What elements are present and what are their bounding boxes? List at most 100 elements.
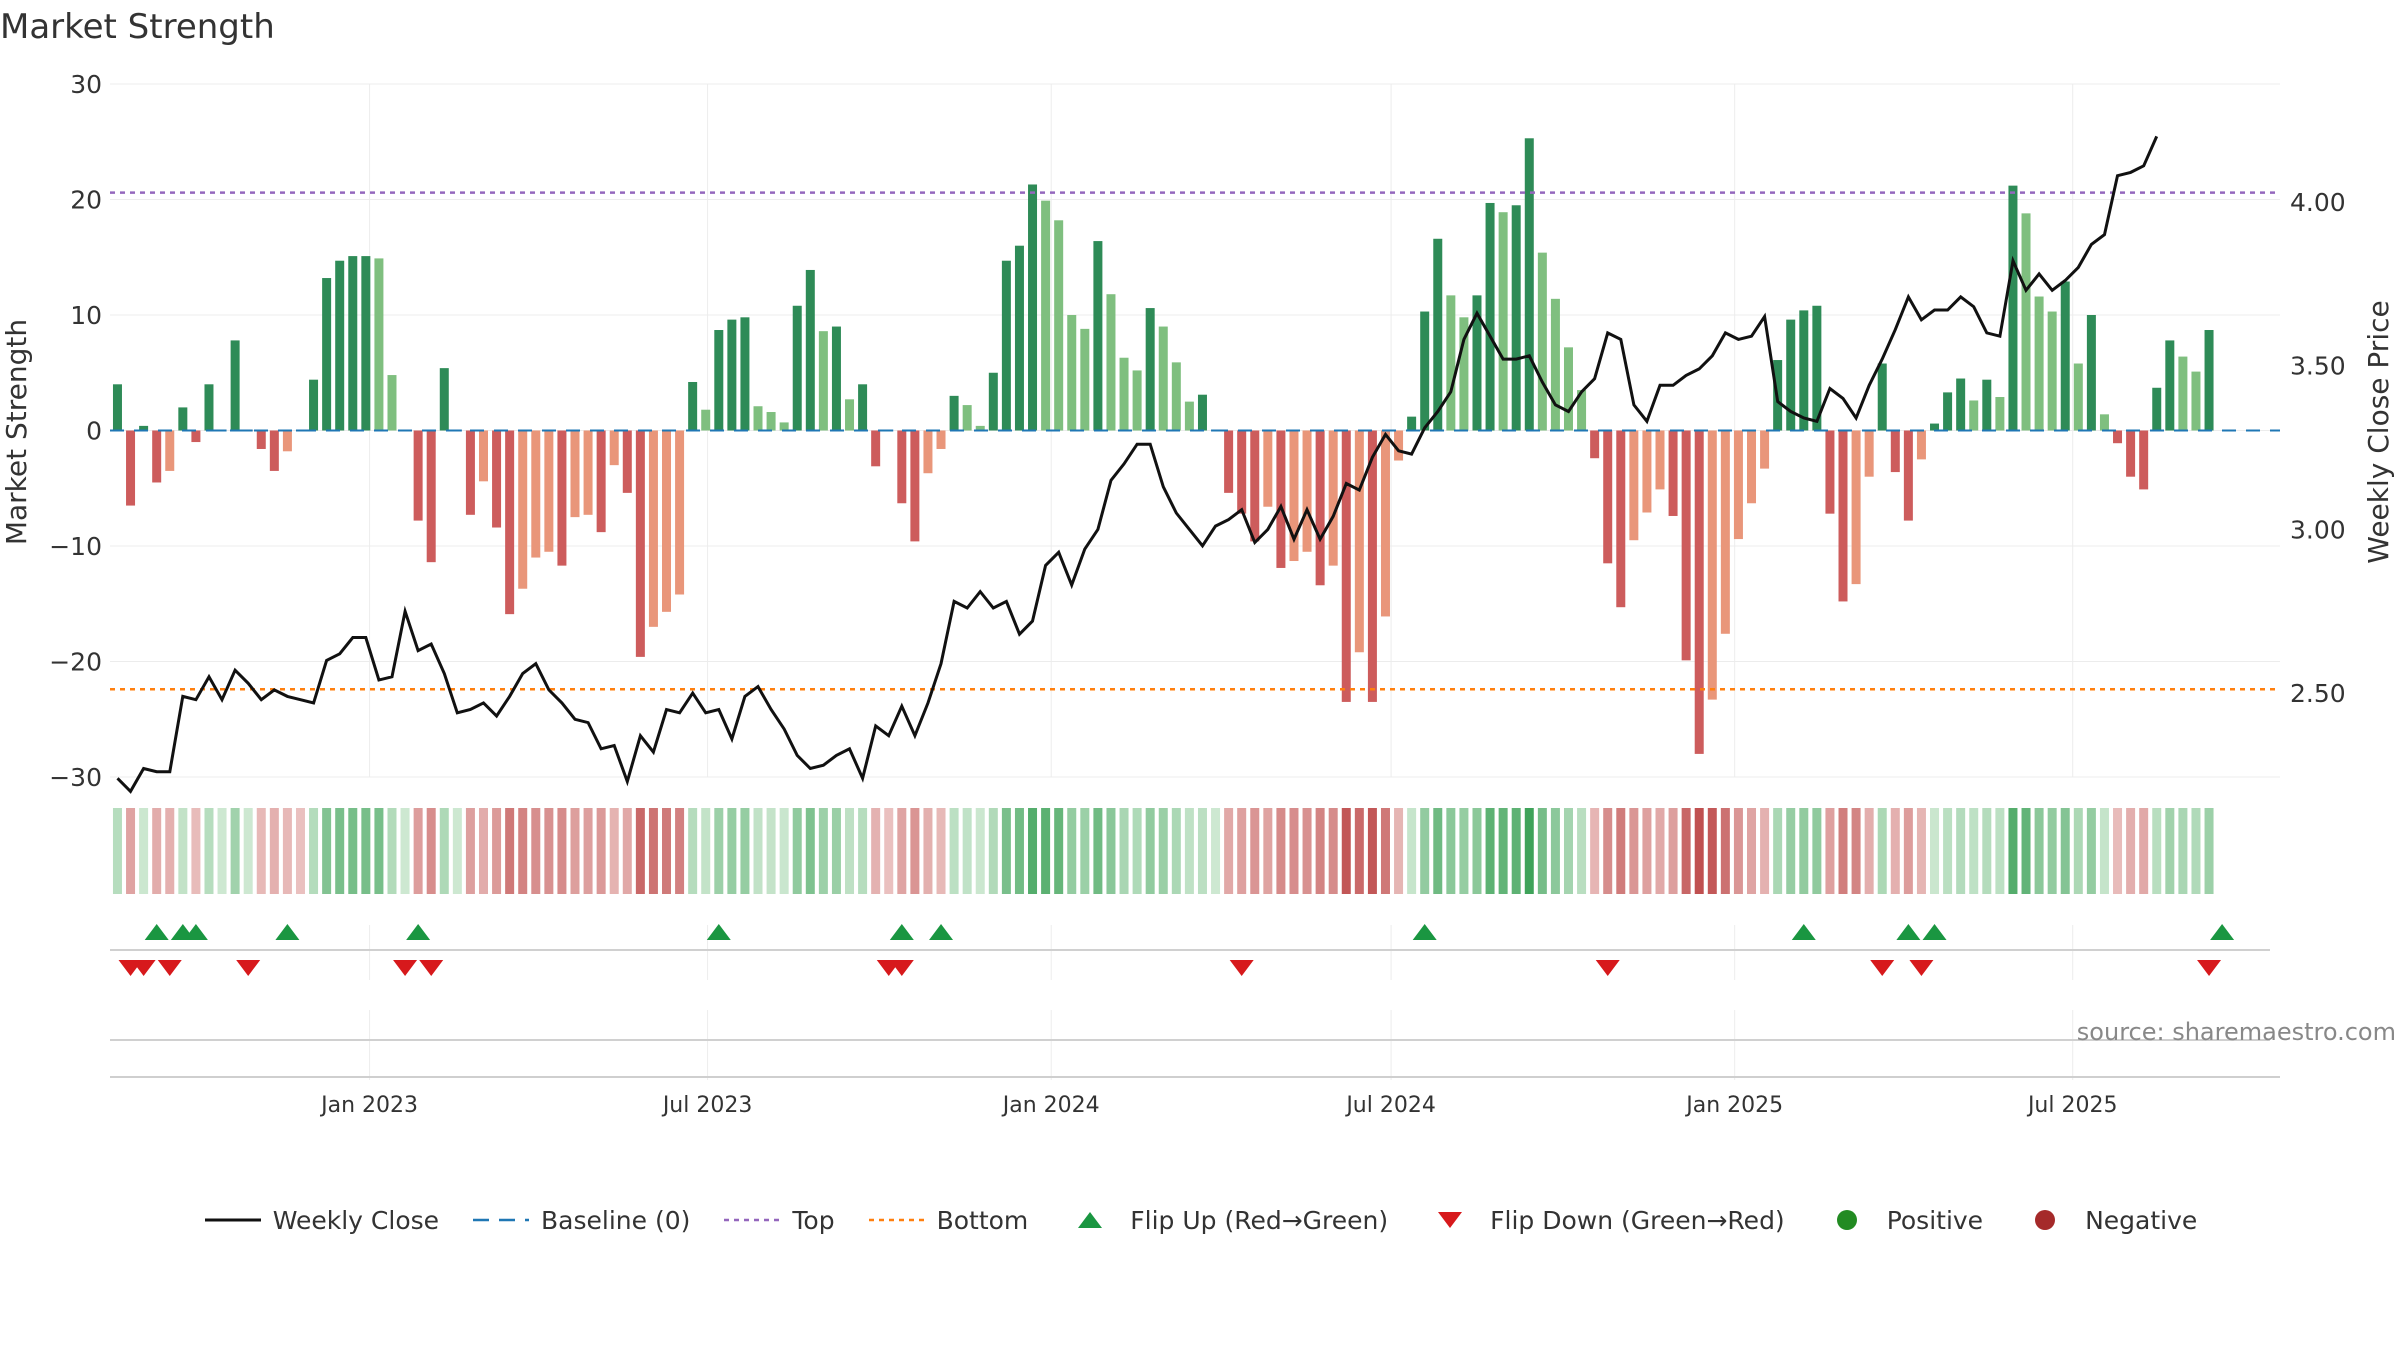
flip-down-marker — [1870, 960, 1895, 976]
strength-bar — [1106, 294, 1116, 431]
heat-cell — [1655, 808, 1665, 894]
heat-cell — [1472, 808, 1482, 894]
strength-bar — [1864, 430, 1874, 477]
strength-bar — [1289, 430, 1299, 562]
strength-bar — [1851, 430, 1861, 585]
heat-cell — [335, 808, 345, 894]
heat-cell — [583, 808, 593, 894]
strength-bar — [1119, 357, 1129, 431]
heat-cell — [858, 808, 868, 894]
strength-bar — [1407, 416, 1417, 431]
heat-cell — [1916, 808, 1926, 894]
flip-up-marker — [929, 924, 954, 940]
strength-bar — [2126, 430, 2136, 477]
heat-cell — [2086, 808, 2096, 894]
legend-item-positive: Positive — [1817, 1206, 1983, 1235]
heat-cell — [243, 808, 253, 894]
heat-cell — [1943, 808, 1953, 894]
heat-cell — [1903, 808, 1913, 894]
strength-bar — [792, 305, 802, 431]
heat-cell — [1747, 808, 1757, 894]
heat-cell — [1145, 808, 1155, 894]
strength-bar — [1341, 430, 1351, 702]
strength-bar — [492, 430, 502, 528]
strength-bar — [439, 368, 449, 431]
strength-bar — [2178, 356, 2188, 431]
heat-cell — [413, 808, 423, 894]
heat-cell — [1707, 808, 1717, 894]
y-tick-label: 30 — [70, 70, 102, 99]
strength-bar — [309, 379, 319, 431]
strength-bar — [1720, 430, 1730, 634]
flip-down-marker — [393, 960, 418, 976]
strength-bar — [1485, 202, 1495, 431]
flip-up-marker — [144, 924, 169, 940]
heat-cell — [2099, 808, 2109, 894]
y2-tick-label: 4.00 — [2290, 188, 2346, 217]
strength-bar — [831, 326, 841, 431]
heat-cell — [1694, 808, 1704, 894]
strength-bar — [1041, 200, 1051, 431]
heat-cell — [387, 808, 397, 894]
heat-cell — [1446, 808, 1456, 894]
heat-cell — [1511, 808, 1521, 894]
flip-down-marker — [157, 960, 182, 976]
flip-up-marker — [706, 924, 731, 940]
heat-cell — [884, 808, 894, 894]
strength-bar — [1694, 430, 1704, 754]
heat-cell — [1119, 808, 1129, 894]
heat-cell — [1276, 808, 1286, 894]
heat-cell — [779, 808, 789, 894]
heat-cell — [1106, 808, 1116, 894]
heat-cell — [1760, 808, 1770, 894]
legend-label: Bottom — [936, 1205, 1029, 1235]
strength-bar — [191, 430, 201, 443]
heat-cell — [1093, 808, 1103, 894]
heat-cell — [2047, 808, 2057, 894]
heat-cell — [792, 808, 802, 894]
strength-bar — [1302, 430, 1312, 552]
strength-bar — [897, 430, 907, 504]
strength-bar — [1028, 184, 1038, 431]
strength-bar — [1799, 310, 1809, 431]
heat-cell — [400, 808, 410, 894]
strength-bar — [2047, 311, 2057, 431]
strength-bar — [727, 319, 737, 431]
heat-cell — [1433, 808, 1443, 894]
heat-cell — [2139, 808, 2149, 894]
strength-bar — [1067, 315, 1077, 431]
strength-bar — [1563, 347, 1573, 431]
heat-cell — [1799, 808, 1809, 894]
strength-bar — [217, 429, 227, 432]
heat-cell — [1224, 808, 1234, 894]
y2-tick-label: 3.50 — [2290, 352, 2346, 381]
legend-label: Baseline (0) — [541, 1205, 691, 1235]
legend-item-flip-up: Flip Up (Red→Green) — [1060, 1206, 1388, 1235]
strength-bar — [1459, 317, 1469, 431]
heat-cell — [217, 808, 227, 894]
strength-bar — [1250, 430, 1260, 542]
strength-bar — [609, 430, 619, 466]
heat-cell — [1197, 808, 1207, 894]
heat-cell — [1577, 808, 1587, 894]
heat-cell — [2073, 808, 2083, 894]
strength-bar — [361, 256, 371, 431]
heat-cell — [662, 808, 672, 894]
heat-cell — [1263, 808, 1273, 894]
legend-item-close: Weekly Close — [203, 1206, 439, 1235]
strength-bar — [1001, 260, 1011, 431]
legend-symbol-baseline — [471, 1208, 531, 1232]
strength-bar — [230, 340, 240, 431]
heat-cell — [1394, 808, 1404, 894]
strength-bar — [1367, 430, 1377, 702]
heat-cell — [1171, 808, 1181, 894]
flip-down-marker — [1595, 960, 1620, 976]
heat-cell — [910, 808, 920, 894]
strength-bar — [714, 330, 724, 431]
heat-cell — [1237, 808, 1247, 894]
heat-cell — [1930, 808, 1940, 894]
strength-bar — [1184, 401, 1194, 431]
legend-item-negative: Negative — [2015, 1206, 2197, 1235]
heat-cell — [1668, 808, 1678, 894]
legend-label: Positive — [1886, 1205, 1984, 1235]
